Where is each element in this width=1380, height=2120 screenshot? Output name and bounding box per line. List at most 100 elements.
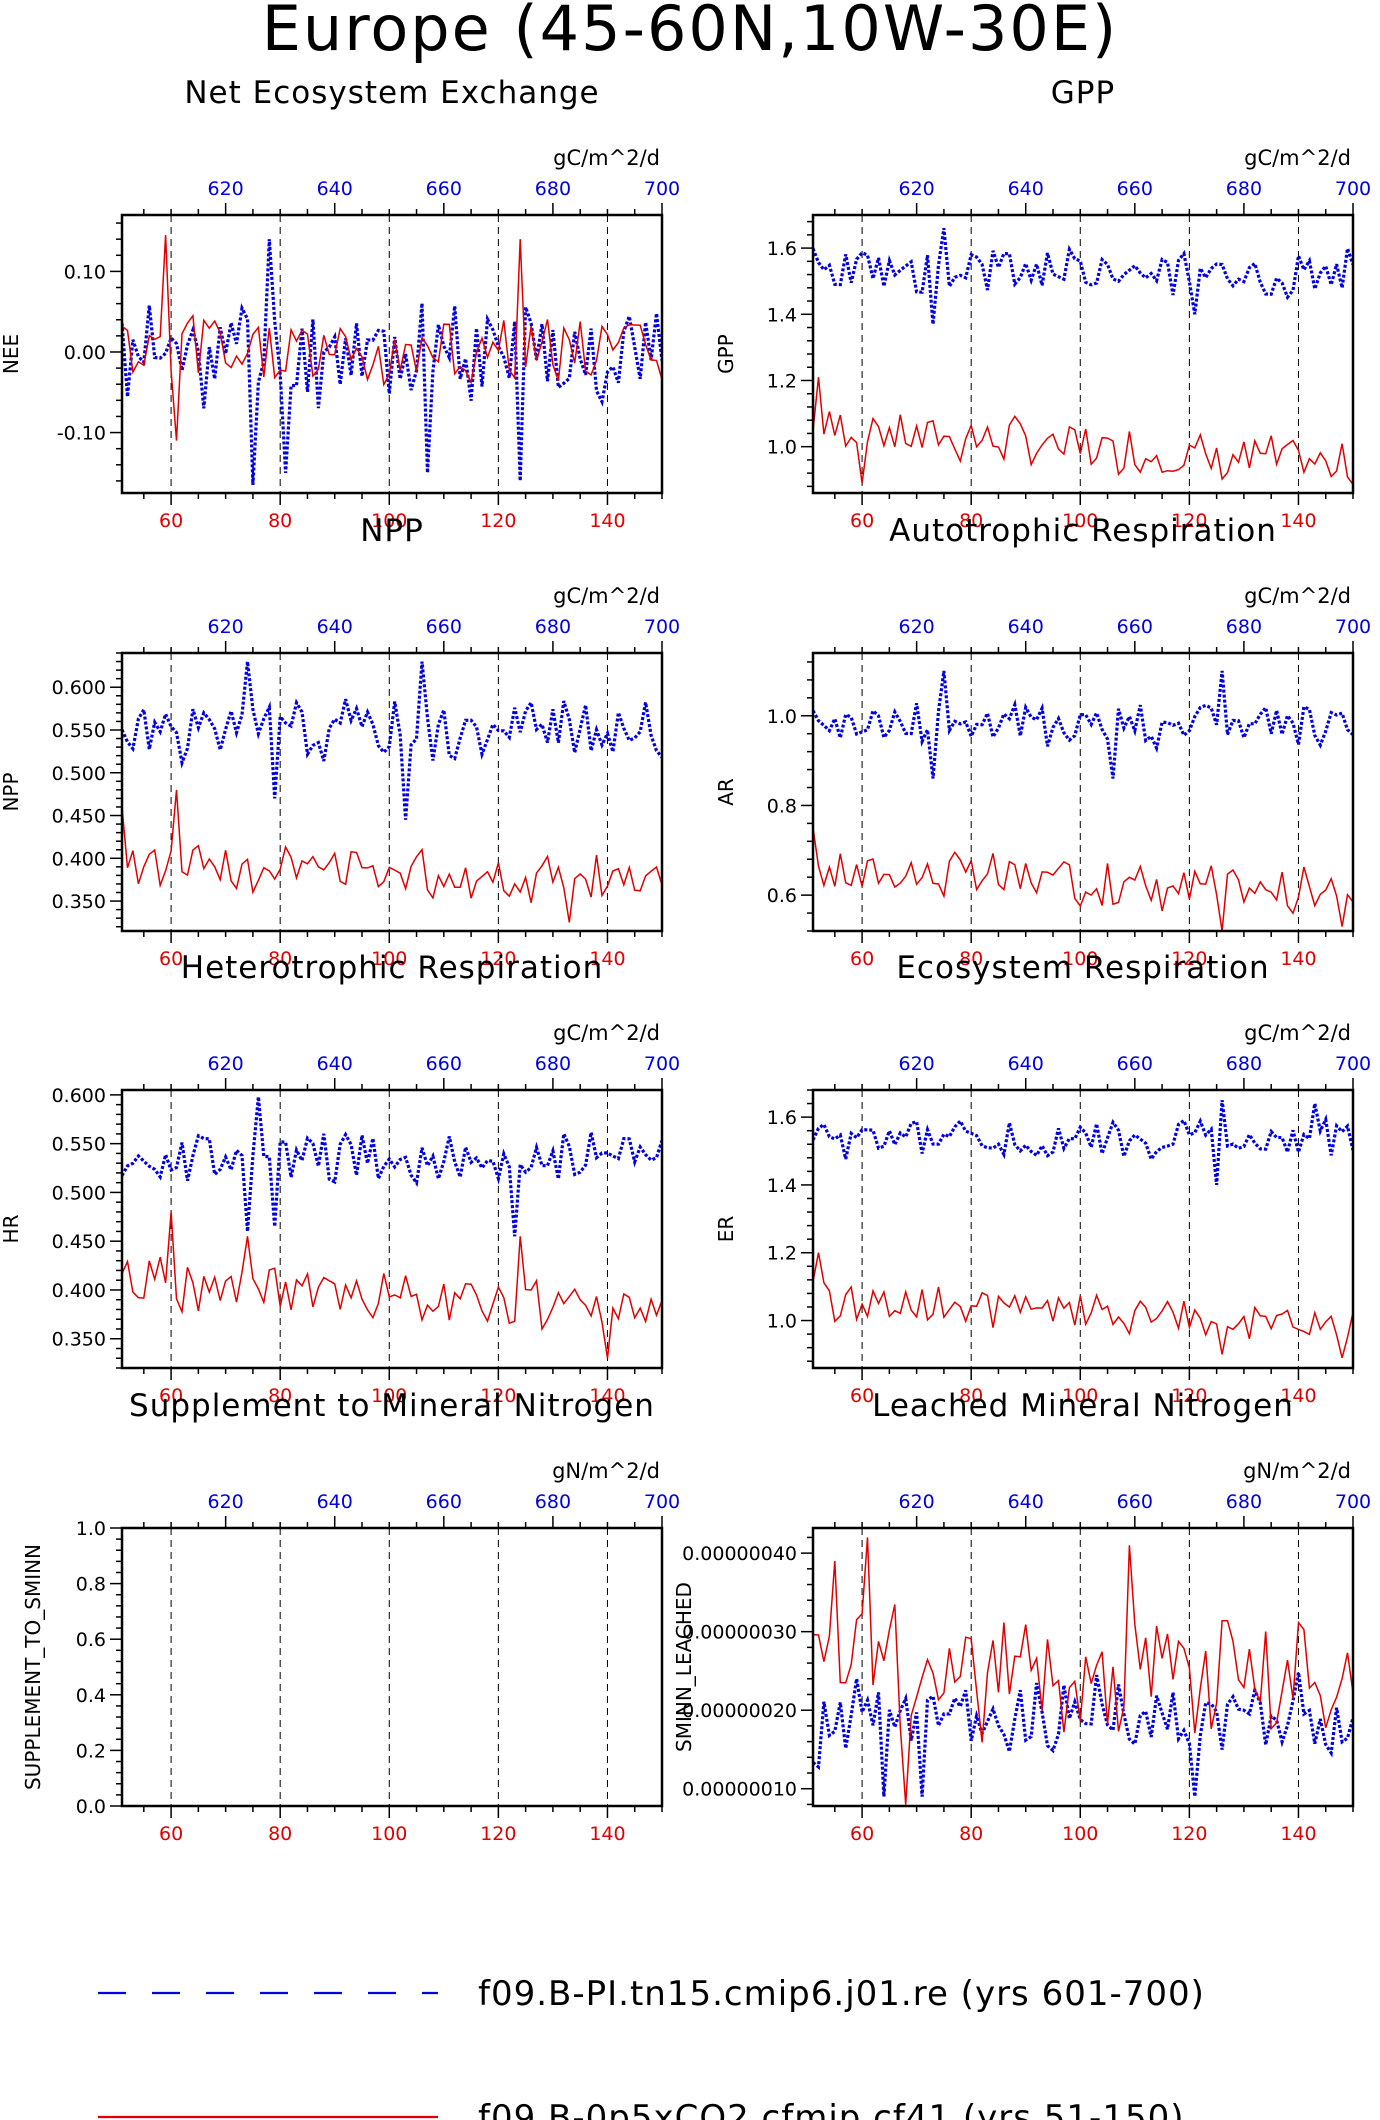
panel-title: GPP (1051, 75, 1115, 111)
top-x-tick-label: 700 (1335, 616, 1371, 638)
panel-title: Net Ecosystem Exchange (184, 75, 599, 111)
x-tick-label: 100 (1062, 1385, 1098, 1407)
panel-4: Autotrophic Respiration gC/m^2/d 60 80 100 12… (714, 513, 1371, 970)
x-tick-label: 140 (1280, 1385, 1316, 1407)
top-x-tick-label: 620 (899, 1491, 935, 1513)
y-tick-label: 0.450 (52, 1231, 106, 1253)
y-axis-label: NEE (0, 334, 23, 374)
x-tick-label: 80 (268, 1385, 292, 1407)
y-tick-label: 1.2 (767, 1243, 797, 1265)
panel-6: Ecosystem Respiration gC/m^2/d 60 80 100 120 1… (714, 950, 1371, 1407)
units-label: gC/m^2/d (553, 584, 660, 608)
y-tick-label: 0.2 (76, 1740, 106, 1762)
panel-3: NPP gC/m^2/d 60 80 100 120 140 620 640 660 680 700 0… (0, 513, 680, 970)
y-tick-label: 1.0 (767, 437, 797, 459)
top-x-tick-label: 640 (1008, 1491, 1044, 1513)
units-label: gC/m^2/d (1244, 584, 1351, 608)
y-tick-label: 0.00 (64, 342, 106, 364)
y-axis-label: GPP (714, 334, 738, 374)
units-label: gC/m^2/d (553, 1021, 660, 1045)
x-tick-label: 100 (1062, 1823, 1098, 1845)
legend-label: f09.B-0p5xCO2.cfmip.cf41 (yrs 51-150) (478, 2098, 1184, 2120)
panel-title: Autotrophic Respiration (889, 513, 1277, 549)
y-tick-label: 0.550 (52, 720, 106, 742)
top-x-tick-label: 700 (644, 1053, 680, 1075)
x-tick-label: 80 (959, 510, 983, 532)
y-tick-label: 1.0 (767, 706, 797, 728)
top-x-tick-label: 640 (1008, 1053, 1044, 1075)
top-x-tick-label: 620 (208, 616, 244, 638)
top-x-tick-label: 660 (426, 178, 462, 200)
x-tick-label: 100 (371, 1385, 407, 1407)
plot-frame (120, 1526, 664, 1808)
x-tick-label: 120 (480, 948, 516, 970)
top-x-tick-label: 640 (317, 178, 353, 200)
y-tick-label: 0.350 (52, 1329, 106, 1351)
y-tick-label: -0.10 (57, 423, 106, 445)
x-tick-label: 80 (268, 1823, 292, 1845)
top-x-tick-label: 680 (535, 1491, 571, 1513)
y-tick-label: 0.00000040 (682, 1543, 797, 1565)
series-line-1 (813, 670, 1353, 779)
y-tick-label: 0.550 (52, 1134, 106, 1156)
x-tick-label: 120 (480, 1823, 516, 1845)
y-tick-label: 0.500 (52, 1182, 106, 1204)
panel-7: Supplement to Mineral Nitrogen gN/m^2/d 60… (21, 1388, 680, 1845)
x-tick-label: 60 (850, 1823, 874, 1845)
x-tick-label: 100 (371, 1823, 407, 1845)
top-x-tick-label: 660 (1117, 616, 1153, 638)
y-tick-label: 0.450 (52, 806, 106, 828)
x-tick-label: 80 (268, 948, 292, 970)
x-tick-label: 100 (371, 510, 407, 532)
top-x-tick-label: 620 (208, 1491, 244, 1513)
top-x-tick-label: 700 (1335, 178, 1371, 200)
x-tick-label: 60 (159, 1823, 183, 1845)
top-x-tick-label: 700 (1335, 1491, 1371, 1513)
panel-5: Heterotrophic Respiration gC/m^2/d 60 80 100… (0, 950, 680, 1407)
x-tick-label: 80 (268, 510, 292, 532)
top-x-tick-label: 660 (1117, 1053, 1153, 1075)
y-tick-label: 1.6 (767, 238, 797, 260)
top-x-tick-label: 620 (208, 178, 244, 200)
y-tick-label: 1.4 (767, 1175, 797, 1197)
legend-label: f09.B-PI.tn15.cmip6.j01.re (yrs 601-700) (478, 1974, 1205, 2014)
y-tick-label: 1.6 (767, 1107, 797, 1129)
x-tick-label: 120 (1171, 1385, 1207, 1407)
y-tick-label: 0.600 (52, 1085, 106, 1107)
top-x-tick-label: 700 (644, 616, 680, 638)
y-tick-label: 0.0 (76, 1796, 106, 1818)
y-axis-label: AR (714, 778, 738, 806)
y-tick-label: 0.6 (767, 885, 797, 907)
x-tick-label: 140 (1280, 1823, 1316, 1845)
y-tick-label: 0.6 (76, 1629, 106, 1651)
panels: Net Ecosystem Exchange gC/m^2/d 60 80 100 120… (0, 75, 1371, 1845)
y-tick-label: 0.00000010 (682, 1779, 797, 1801)
top-x-tick-label: 680 (1226, 178, 1262, 200)
top-x-tick-label: 680 (1226, 1053, 1262, 1075)
top-x-tick-label: 640 (1008, 178, 1044, 200)
y-axis-label: SMINN_LEACHED (672, 1582, 696, 1752)
top-x-tick-label: 620 (899, 616, 935, 638)
x-tick-label: 140 (589, 948, 625, 970)
top-x-tick-label: 680 (1226, 1491, 1262, 1513)
x-tick-label: 60 (850, 1385, 874, 1407)
plot-frame (811, 1526, 1355, 1808)
panel-2: GPP gC/m^2/d 60 80 100 120 140 620 640 660 680 700 1… (714, 75, 1371, 532)
plot-frame (120, 213, 664, 495)
x-tick-label: 120 (1171, 948, 1207, 970)
y-axis-label: HR (0, 1214, 23, 1243)
top-x-tick-label: 620 (899, 178, 935, 200)
y-axis-label: ER (714, 1216, 738, 1243)
top-x-tick-label: 700 (1335, 1053, 1371, 1075)
y-tick-label: 0.500 (52, 763, 106, 785)
series-line-2 (813, 1537, 1353, 1805)
y-tick-label: 0.8 (76, 1574, 106, 1596)
units-label: gC/m^2/d (1244, 1021, 1351, 1045)
x-tick-label: 120 (1171, 1823, 1207, 1845)
top-x-tick-label: 660 (1117, 178, 1153, 200)
top-x-tick-label: 660 (426, 616, 462, 638)
y-tick-label: 0.400 (52, 1280, 106, 1302)
panel-title: Supplement to Mineral Nitrogen (129, 1388, 655, 1424)
series-line-2 (813, 377, 1353, 485)
